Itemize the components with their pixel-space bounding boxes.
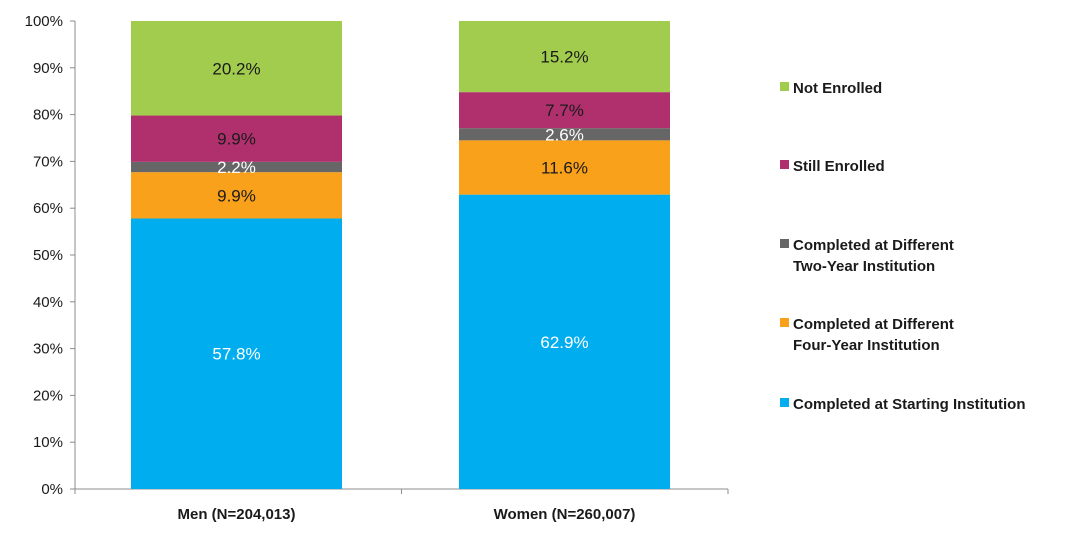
y-tick-label: 90% — [33, 60, 63, 77]
legend-label: Completed at Starting Institution — [793, 396, 1026, 413]
y-tick-label: 70% — [33, 153, 63, 170]
bar-segment — [131, 218, 342, 489]
y-tick-label: 20% — [33, 387, 63, 404]
legend-swatch — [780, 160, 789, 169]
data-label: 2.6% — [545, 125, 584, 144]
y-tick-label: 100% — [25, 13, 63, 30]
y-tick-label: 30% — [33, 341, 63, 358]
legend-label: Completed at Different Two-Year Institut… — [793, 237, 954, 275]
bar-segment — [459, 92, 670, 129]
data-label: 57.8% — [212, 345, 260, 364]
data-label: 2.2% — [217, 158, 256, 177]
data-label: 7.7% — [545, 101, 584, 120]
legend-swatch — [780, 239, 789, 248]
legend-swatch — [780, 318, 789, 327]
data-label: 20.2% — [212, 59, 260, 78]
legend-item: Still Enrolled — [780, 156, 885, 177]
y-tick-label: 0% — [41, 481, 63, 498]
bar-segment — [459, 194, 670, 490]
y-tick-label: 60% — [33, 200, 63, 217]
legend-swatch — [780, 82, 789, 91]
legend-item: Not Enrolled — [780, 78, 882, 99]
y-tick-label: 80% — [33, 107, 63, 124]
legend-swatch — [780, 398, 789, 407]
bar-segment — [459, 21, 670, 93]
legend-item: Completed at Different Two-Year Institut… — [780, 235, 954, 277]
bar-segment — [131, 115, 342, 162]
x-category-label: Men (N=204,013) — [178, 506, 296, 523]
y-tick-label: 50% — [33, 247, 63, 264]
legend-item: Completed at Different Four-Year Institu… — [780, 314, 954, 356]
data-label: 62.9% — [540, 333, 588, 352]
data-label: 9.9% — [217, 186, 256, 205]
legend-label: Completed at Different Four-Year Institu… — [793, 316, 954, 354]
legend-label: Not Enrolled — [793, 80, 883, 97]
data-label: 15.2% — [540, 48, 588, 67]
bar-segment — [459, 140, 670, 195]
data-label: 9.9% — [217, 130, 256, 149]
bar-segment — [131, 161, 342, 173]
bar-segment — [131, 172, 342, 219]
y-tick-label: 10% — [33, 434, 63, 451]
data-label: 11.6% — [541, 158, 588, 177]
bar-segment — [131, 21, 342, 116]
x-category-label: Women (N=260,007) — [494, 506, 636, 523]
legend-label: Still Enrolled — [793, 158, 885, 175]
y-tick-label: 40% — [33, 294, 63, 311]
legend-item: Completed at Starting Institution — [780, 394, 1026, 415]
bar-segment — [459, 128, 670, 141]
